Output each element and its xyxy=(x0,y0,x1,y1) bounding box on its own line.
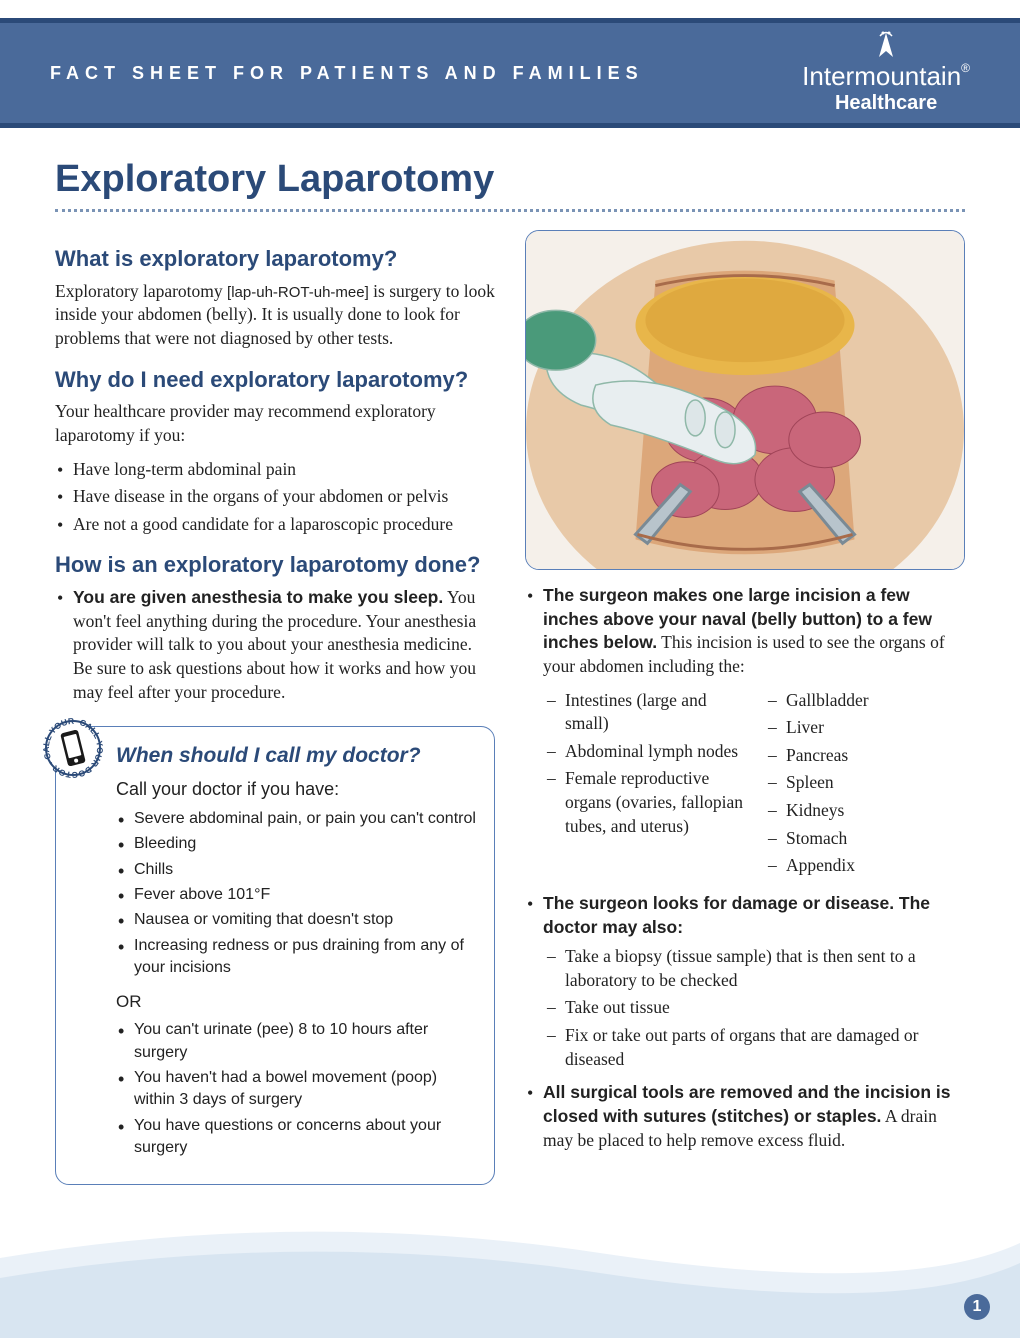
callout-list-a: Severe abdominal pain, or pain you can't… xyxy=(116,808,476,980)
list-item: Stomach xyxy=(764,827,965,851)
left-column: What is exploratory laparotomy? Explorat… xyxy=(55,230,495,1185)
logo-name: Intermountain xyxy=(802,61,961,91)
section3-step4: All surgical tools are removed and the i… xyxy=(525,1081,965,1152)
section1-body: Exploratory laparotomy [lap-uh-ROT-uh-me… xyxy=(55,280,495,351)
list-item: Kidneys xyxy=(764,799,965,823)
list-item: Female reproductive organs (ovaries, fal… xyxy=(543,767,744,838)
list-item: You have questions or concerns about you… xyxy=(116,1115,476,1160)
section-heading: How is an exploratory laparotomy done? xyxy=(55,550,495,580)
logo-subtitle: Healthcare xyxy=(802,92,970,115)
right-column: The surgeon makes one large incision a f… xyxy=(525,230,965,1185)
list-item: Appendix xyxy=(764,854,965,878)
list-item: Severe abdominal pain, or pain you can't… xyxy=(116,808,476,830)
organs-right: Gallbladder Liver Pancreas Spleen Kidney… xyxy=(764,689,965,882)
footer-wave xyxy=(0,1198,1020,1338)
list-item: Intestines (large and small) xyxy=(543,689,744,736)
section3-step2: The surgeon makes one large incision a f… xyxy=(525,584,965,679)
list-item: Have disease in the organs of your abdom… xyxy=(55,485,495,509)
list-item: Nausea or vomiting that doesn't stop xyxy=(116,909,476,931)
list-item: All surgical tools are removed and the i… xyxy=(525,1081,965,1152)
callout-list-b: You can't urinate (pee) 8 to 10 hours af… xyxy=(116,1019,476,1159)
section1-phonetic: [lap-uh-ROT-uh-mee] xyxy=(227,284,369,301)
logo-icon xyxy=(802,31,970,61)
list-item: You haven't had a bowel movement (poop) … xyxy=(116,1067,476,1112)
callout-or: OR xyxy=(116,990,476,1014)
list-item: The surgeon makes one large incision a f… xyxy=(525,584,965,679)
header-band: FACT SHEET FOR PATIENTS AND FAMILIES Int… xyxy=(0,18,1020,128)
list-item: You can't urinate (pee) 8 to 10 hours af… xyxy=(116,1019,476,1064)
brand-logo: Intermountain® Healthcare xyxy=(802,31,970,115)
section2-intro: Your healthcare provider may recommend e… xyxy=(55,400,495,447)
list-item: Chills xyxy=(116,859,476,881)
step3-bold: The surgeon looks for damage or disease.… xyxy=(543,893,930,937)
header-tagline: FACT SHEET FOR PATIENTS AND FAMILIES xyxy=(50,63,644,84)
list-item: Have long-term abdominal pain xyxy=(55,458,495,482)
section3-step1: You are given anesthesia to make you sle… xyxy=(55,586,495,704)
section-heading: What is exploratory laparotomy? xyxy=(55,244,495,274)
list-item: Fix or take out parts of organs that are… xyxy=(543,1024,965,1071)
list-item: Abdominal lymph nodes xyxy=(543,740,744,764)
step3-sublist: Take a biopsy (tissue sample) that is th… xyxy=(543,945,965,1071)
list-item: Spleen xyxy=(764,771,965,795)
section1-lead: Exploratory laparotomy xyxy=(55,281,227,301)
list-item: Take a biopsy (tissue sample) that is th… xyxy=(543,945,965,992)
list-item: Bleeding xyxy=(116,833,476,855)
step1-bold: You are given anesthesia to make you sle… xyxy=(73,587,443,607)
list-item: You are given anesthesia to make you sle… xyxy=(55,586,495,704)
surgery-illustration xyxy=(525,230,965,570)
list-item: The surgeon looks for damage or disease.… xyxy=(525,892,965,1071)
page-content: Exploratory Laparotomy What is explorato… xyxy=(0,128,1020,1185)
section-heading: Why do I need exploratory laparotomy? xyxy=(55,365,495,395)
page-number-badge: 1 xyxy=(964,1294,990,1320)
call-doctor-callout: CALL YOUR DOCTOR • CALL YOUR DOCTOR • Wh… xyxy=(55,726,495,1184)
list-item: Gallbladder xyxy=(764,689,965,713)
two-column-layout: What is exploratory laparotomy? Explorat… xyxy=(55,230,965,1185)
list-item: Take out tissue xyxy=(543,996,965,1020)
list-item: Increasing redness or pus draining from … xyxy=(116,935,476,980)
list-item: Liver xyxy=(764,716,965,740)
list-item: Pancreas xyxy=(764,744,965,768)
page-title: Exploratory Laparotomy xyxy=(55,158,965,201)
organs-left: Intestines (large and small) Abdominal l… xyxy=(543,689,744,882)
callout-lead: Call your doctor if you have: xyxy=(116,777,476,802)
organ-columns: Intestines (large and small) Abdominal l… xyxy=(543,689,965,882)
callout-heading: When should I call my doctor? xyxy=(116,741,476,770)
logo-registered: ® xyxy=(961,61,970,75)
phone-badge-icon: CALL YOUR DOCTOR • CALL YOUR DOCTOR • xyxy=(38,713,108,783)
section2-list: Have long-term abdominal pain Have disea… xyxy=(55,458,495,537)
title-divider xyxy=(55,209,965,212)
list-item: Are not a good candidate for a laparosco… xyxy=(55,513,495,537)
section3-step3: The surgeon looks for damage or disease.… xyxy=(525,892,965,1071)
list-item: Fever above 101°F xyxy=(116,884,476,906)
